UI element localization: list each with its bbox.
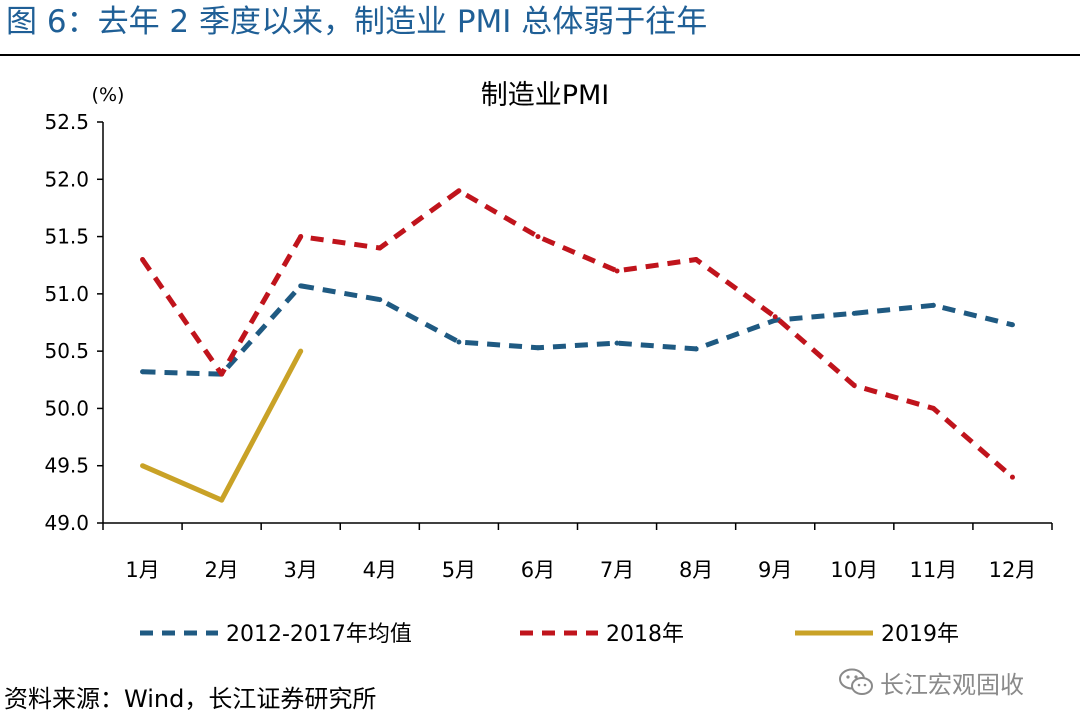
x-tick-label: 5月 bbox=[442, 558, 476, 582]
chart-axes: 49.0 49.5 50.0 50.5 51.0 51.5 52.0 52.5 1月 2月 3月 4月… bbox=[44, 110, 1053, 582]
data-point bbox=[535, 345, 541, 351]
data-point bbox=[377, 245, 383, 251]
y-axis-unit-label: (%) bbox=[92, 84, 125, 106]
data-point bbox=[614, 268, 620, 274]
x-tick-label: 1月 bbox=[125, 558, 159, 582]
data-point bbox=[140, 463, 146, 469]
y-tick-label: 51.0 bbox=[44, 282, 89, 306]
series-line-0 bbox=[142, 283, 1014, 377]
data-point bbox=[693, 346, 699, 352]
data-point bbox=[614, 340, 620, 346]
data-point bbox=[1009, 474, 1015, 480]
y-tick-label: 52.0 bbox=[44, 167, 89, 191]
x-tick-label: 7月 bbox=[600, 558, 634, 582]
title-divider bbox=[0, 54, 1080, 56]
x-tick-label: 11月 bbox=[910, 558, 958, 582]
wechat-icon bbox=[839, 668, 873, 695]
y-tick-label: 52.5 bbox=[44, 110, 89, 134]
figure-title: 图 6：去年 2 季度以来，制造业 PMI 总体弱于往年 bbox=[6, 4, 708, 40]
series-line-1 bbox=[140, 188, 1015, 480]
x-tick-label: 4月 bbox=[363, 558, 397, 582]
x-tick-label: 6月 bbox=[521, 558, 555, 582]
data-point bbox=[456, 188, 462, 194]
x-tick-label: 2月 bbox=[204, 558, 238, 582]
legend-label: 2019年 bbox=[881, 622, 959, 647]
y-tick-label: 51.5 bbox=[44, 225, 89, 249]
data-point bbox=[772, 317, 778, 323]
data-point bbox=[298, 283, 304, 289]
data-point bbox=[140, 369, 146, 375]
data-source-note: 资料来源：Wind，长江证券研究所 bbox=[4, 685, 377, 713]
data-point bbox=[930, 302, 936, 308]
data-point bbox=[298, 348, 304, 354]
data-point bbox=[219, 497, 225, 503]
y-tick-label: 50.0 bbox=[44, 396, 89, 420]
x-tick-label: 3月 bbox=[284, 558, 318, 582]
data-point bbox=[456, 339, 462, 345]
data-point bbox=[772, 314, 778, 320]
watermark-text: 长江宏观固收 bbox=[880, 670, 1024, 699]
data-point bbox=[140, 256, 146, 262]
series-lines bbox=[140, 188, 1015, 503]
data-point bbox=[1009, 322, 1015, 328]
data-point bbox=[219, 371, 225, 377]
y-tick-label: 50.5 bbox=[44, 339, 89, 363]
data-point bbox=[851, 383, 857, 389]
data-point bbox=[298, 234, 304, 240]
y-tick-label: 49.0 bbox=[44, 511, 89, 535]
data-point bbox=[851, 310, 857, 316]
data-point bbox=[377, 297, 383, 303]
x-tick-label: 8月 bbox=[679, 558, 713, 582]
legend-label: 2018年 bbox=[606, 622, 684, 647]
x-tick-label: 12月 bbox=[989, 558, 1037, 582]
data-point bbox=[535, 234, 541, 240]
y-tick-label: 49.5 bbox=[44, 454, 89, 478]
x-tick-label: 9月 bbox=[758, 558, 792, 582]
data-point bbox=[930, 405, 936, 411]
x-tick-label: 10月 bbox=[830, 558, 878, 582]
chart-legend: 2012-2017年均值 2018年 2019年 bbox=[140, 622, 959, 647]
watermark: 长江宏观固收 bbox=[838, 662, 1024, 702]
chart-title: 制造业PMI bbox=[481, 80, 610, 111]
legend-label: 2012-2017年均值 bbox=[226, 622, 412, 647]
data-point bbox=[693, 256, 699, 262]
